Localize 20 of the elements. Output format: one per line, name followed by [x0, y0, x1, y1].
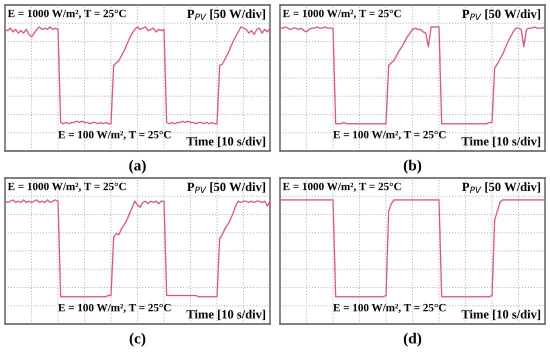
text: E = 1000 W/m², T = 25°C	[282, 182, 401, 192]
text: (a)	[129, 160, 146, 174]
text: (b)	[404, 160, 422, 174]
text: P$_{PV}$ [50 W/div]	[187, 9, 266, 20]
text: P$_{PV}$ [50 W/div]	[187, 182, 266, 194]
annotation: Time [10 s/div]	[462, 310, 540, 320]
text: E = 1000 W/m², T = 25°C	[8, 10, 126, 19]
text: (c)	[130, 332, 146, 347]
annotation: E = 100 W/m², T = 25°C	[333, 304, 446, 313]
text: E = 1000 W/m², T = 25°C	[8, 182, 126, 192]
annotation: E = 100 W/m², T = 25°C	[333, 130, 446, 140]
annotation: Time [10 s/div]	[186, 310, 266, 320]
annotation: E = 100 W/m², T = 25°C	[58, 130, 171, 140]
text: E = 1000 W/m², T = 25°C	[282, 10, 401, 19]
annotation: Time [10 s/div]	[186, 136, 266, 148]
text: (d)	[404, 332, 422, 347]
annotation: Time [10 s/div]	[462, 136, 540, 148]
annotation: E = 100 W/m², T = 25°C	[58, 304, 171, 313]
text: P$_{PV}$ [50 W/div]	[462, 9, 540, 20]
text: P$_{PV}$ [50 W/div]	[462, 182, 540, 194]
